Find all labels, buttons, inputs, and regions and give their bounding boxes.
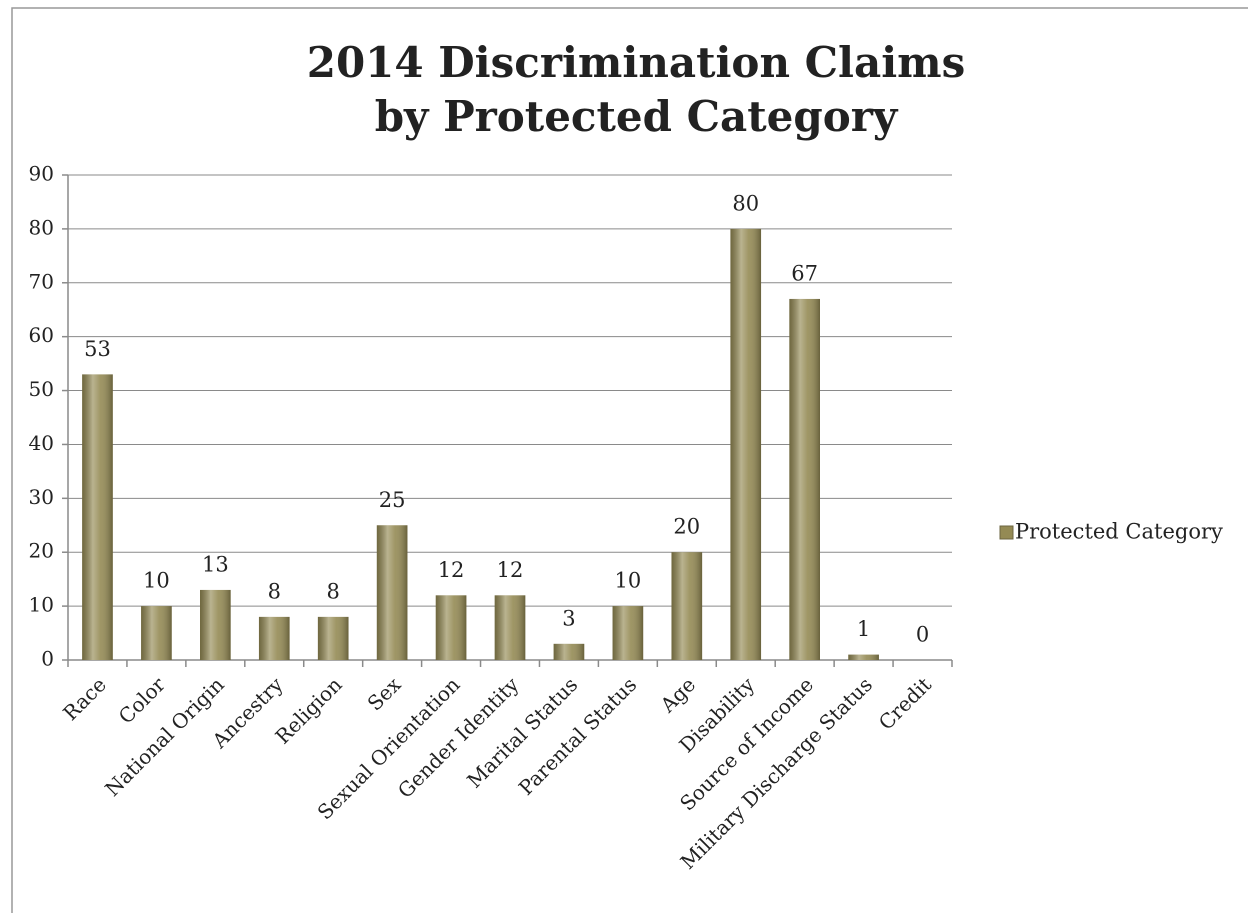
data-label: 8 — [268, 579, 281, 603]
x-tick-label: Color — [114, 672, 170, 728]
data-label: 25 — [379, 488, 406, 512]
legend-label: Protected Category — [1015, 520, 1223, 544]
y-tick-label: 70 — [29, 269, 54, 293]
bar-shine — [258, 616, 290, 660]
frame — [11, 7, 1248, 913]
bar-shine — [612, 606, 644, 660]
y-tick-label: 0 — [41, 647, 54, 671]
x-tick-label: Credit — [874, 672, 936, 734]
data-label: 10 — [143, 569, 170, 593]
x-tick-label: Race — [58, 672, 111, 725]
bar-shine — [671, 552, 703, 660]
bar-shine — [730, 228, 762, 660]
y-tick-label: 80 — [29, 215, 54, 239]
bar-shine — [141, 606, 172, 660]
bar-shine — [553, 643, 585, 660]
data-label: 80 — [732, 191, 759, 215]
y-tick-label: 60 — [29, 323, 54, 347]
y-tick-label: 20 — [29, 539, 54, 563]
bar-shine — [376, 525, 408, 660]
y-tick-label: 90 — [29, 162, 54, 186]
data-label: 3 — [562, 606, 575, 630]
data-label: 1 — [857, 617, 870, 641]
bar-shine — [82, 374, 113, 660]
y-tick-label: 10 — [29, 593, 54, 617]
data-label: 20 — [673, 515, 700, 539]
bar-shine — [200, 589, 231, 660]
data-label: 13 — [202, 552, 229, 576]
data-label: 8 — [327, 579, 340, 603]
bar-shine — [317, 616, 349, 660]
x-tick-label: Age — [655, 672, 700, 717]
data-label: 67 — [791, 261, 818, 285]
legend-marker — [999, 525, 1014, 540]
data-label: 12 — [497, 558, 524, 582]
data-label: 53 — [84, 337, 111, 361]
data-label: 0 — [916, 623, 929, 647]
bar-shine — [494, 595, 526, 660]
data-label: 12 — [438, 558, 465, 582]
x-tick-label: Sex — [363, 672, 407, 716]
chart-title: 2014 Discrimination Claims by Protected … — [306, 38, 966, 141]
y-tick-label: 40 — [29, 431, 54, 455]
bar-shine — [435, 595, 467, 660]
data-label: 10 — [614, 569, 641, 593]
bar-shine — [848, 654, 879, 660]
y-tick-label: 50 — [29, 377, 54, 401]
y-tick-label: 30 — [29, 485, 54, 509]
bar-shine — [789, 298, 820, 660]
